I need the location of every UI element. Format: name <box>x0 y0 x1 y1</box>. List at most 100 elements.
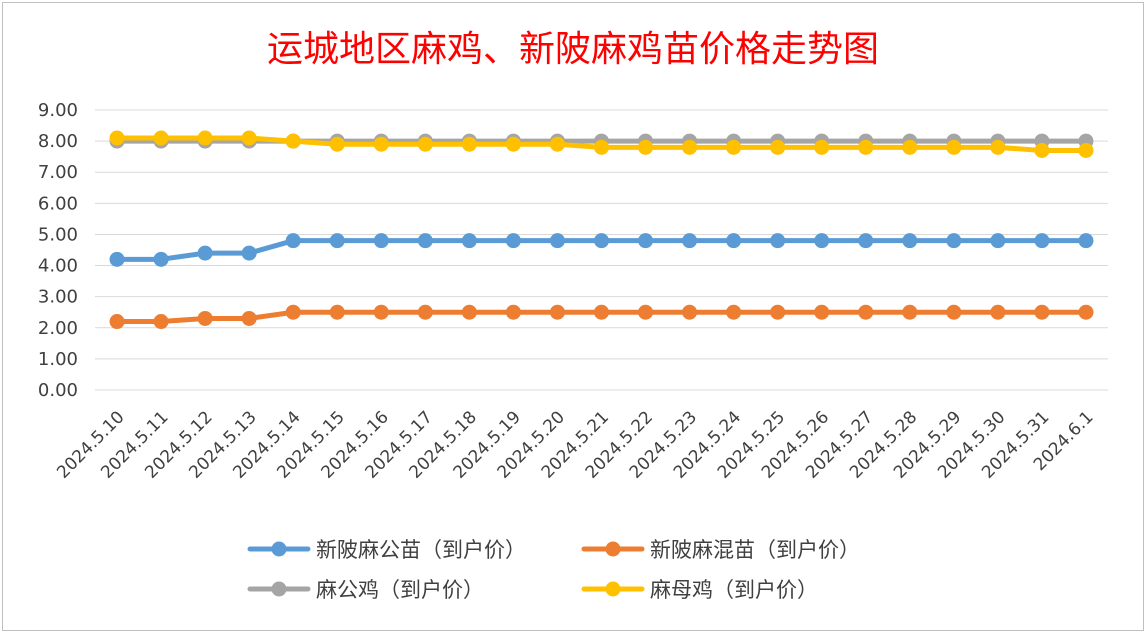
data-point <box>858 139 874 155</box>
data-point <box>1034 304 1050 320</box>
legend-label: 麻母鸡（到户价） <box>650 578 818 602</box>
x-axis-ticks: 2024.5.102024.5.112024.5.122024.5.132024… <box>53 407 1097 482</box>
legend-swatch-marker <box>271 581 287 597</box>
data-point <box>373 136 389 152</box>
data-point <box>109 130 125 146</box>
y-tick-label: 9.00 <box>38 100 78 121</box>
data-point <box>902 233 918 249</box>
data-point <box>770 139 786 155</box>
series-4 <box>109 130 1094 158</box>
data-point <box>109 314 125 330</box>
data-point <box>990 233 1006 249</box>
data-point <box>109 251 125 267</box>
data-point <box>1078 142 1094 158</box>
y-tick-label: 6.00 <box>38 193 78 214</box>
y-tick-label: 8.00 <box>38 131 78 152</box>
y-tick-label: 4.00 <box>38 256 78 277</box>
legend-label: 新陂麻公苗（到户价） <box>316 538 526 562</box>
data-point <box>285 133 301 149</box>
data-point <box>682 233 698 249</box>
data-point <box>505 136 521 152</box>
y-tick-label: 2.00 <box>38 318 78 339</box>
data-point <box>241 310 257 326</box>
data-point <box>946 233 962 249</box>
data-point <box>814 139 830 155</box>
legend: 新陂麻公苗（到户价） 新陂麻混苗（到户价） 麻公鸡（到户价） 麻母鸡（到户价） <box>247 538 860 602</box>
data-point <box>549 136 565 152</box>
data-point <box>461 233 477 249</box>
data-point <box>329 136 345 152</box>
data-point <box>770 233 786 249</box>
data-point <box>461 136 477 152</box>
data-point <box>197 310 213 326</box>
legend-item: 新陂麻公苗（到户价） <box>247 538 526 562</box>
legend-swatch-marker <box>605 541 621 557</box>
data-point <box>682 139 698 155</box>
data-point <box>505 233 521 249</box>
data-point <box>285 233 301 249</box>
legend-swatch-marker <box>605 581 621 597</box>
data-point <box>594 304 609 320</box>
data-point <box>682 304 698 320</box>
data-point <box>726 139 742 155</box>
y-tick-label: 0.00 <box>38 380 78 401</box>
data-point <box>990 139 1006 155</box>
legend-swatch-marker <box>271 541 287 557</box>
legend-label: 新陂麻混苗（到户价） <box>650 538 860 562</box>
data-point <box>505 304 521 320</box>
data-point <box>417 304 433 320</box>
data-point <box>814 304 830 320</box>
data-point <box>241 245 257 261</box>
data-point <box>417 136 433 152</box>
data-point <box>549 233 565 249</box>
data-point <box>461 304 477 320</box>
series-1 <box>109 233 1094 267</box>
data-point <box>285 304 301 320</box>
data-point <box>902 139 918 155</box>
y-tick-label: 5.00 <box>38 224 78 245</box>
legend-item: 麻母鸡（到户价） <box>581 578 818 602</box>
data-point <box>638 304 654 320</box>
data-point <box>329 233 345 249</box>
y-tick-label: 1.00 <box>38 349 78 370</box>
data-point <box>373 304 389 320</box>
data-point <box>153 251 169 267</box>
y-axis-ticks: 0.00 1.00 2.00 3.00 4.00 5.00 6.00 7.00 8.00 9.00 <box>38 100 78 401</box>
data-point <box>1034 142 1050 158</box>
chart-title: 运城地区麻鸡、新陂麻鸡苗价格走势图 <box>266 29 879 70</box>
data-point <box>726 304 742 320</box>
data-point <box>417 233 433 249</box>
data-point <box>329 304 345 320</box>
data-point <box>197 245 213 261</box>
legend-item: 新陂麻混苗（到户价） <box>581 538 860 562</box>
data-point <box>197 130 213 146</box>
data-point <box>153 130 169 146</box>
data-point <box>902 304 918 320</box>
data-point <box>594 233 609 249</box>
data-point <box>946 304 962 320</box>
data-point <box>770 304 786 320</box>
data-point <box>1078 304 1094 320</box>
y-tick-label: 3.00 <box>38 287 78 308</box>
data-point <box>858 233 874 249</box>
data-point <box>946 139 962 155</box>
data-point <box>1034 233 1050 249</box>
data-point <box>594 139 609 155</box>
data-point <box>638 233 654 249</box>
data-point <box>990 304 1006 320</box>
data-point <box>1078 233 1094 249</box>
data-point <box>241 130 257 146</box>
legend-label: 麻公鸡（到户价） <box>316 578 484 602</box>
data-point <box>726 233 742 249</box>
data-point <box>373 233 389 249</box>
y-tick-label: 7.00 <box>38 162 78 183</box>
data-point <box>153 314 169 330</box>
series-2 <box>109 304 1094 330</box>
legend-item: 麻公鸡（到户价） <box>247 578 484 602</box>
data-point <box>549 304 565 320</box>
series-group <box>109 130 1094 330</box>
data-point <box>814 233 830 249</box>
data-point <box>858 304 874 320</box>
data-point <box>638 139 654 155</box>
